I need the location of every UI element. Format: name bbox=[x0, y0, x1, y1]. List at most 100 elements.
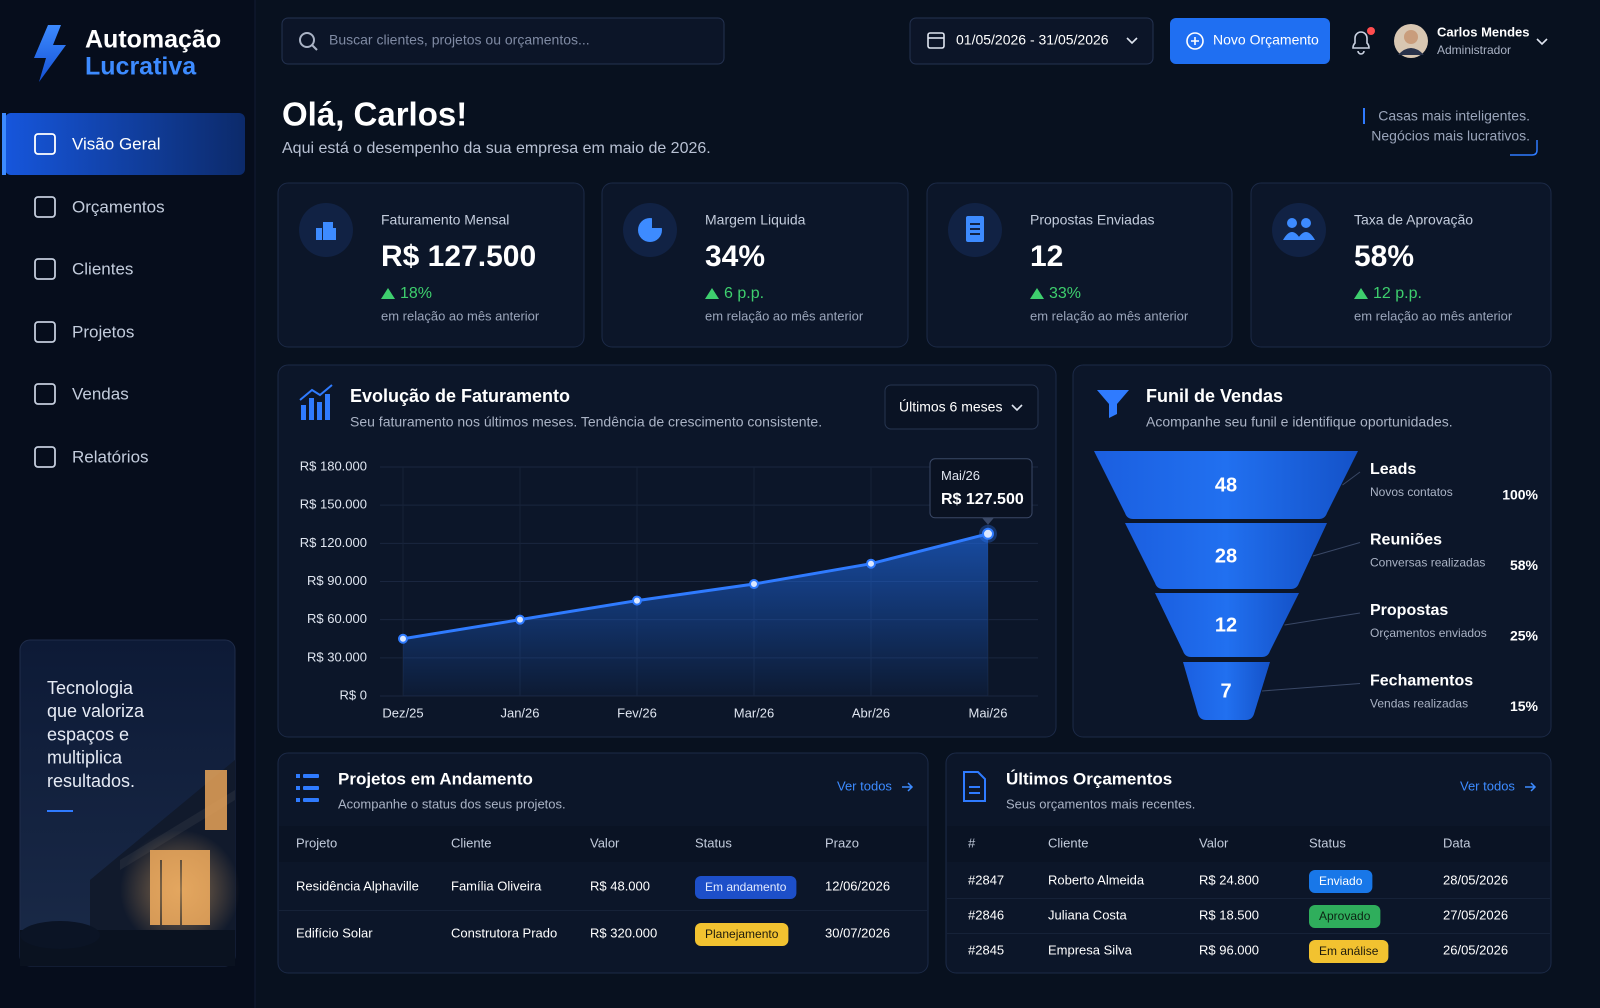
kpi-icon bbox=[1287, 218, 1297, 228]
x-tick-label: Mar/26 bbox=[734, 705, 774, 720]
kpi-note: em relação ao mês anterior bbox=[1030, 308, 1189, 323]
funnel-stage-description: Vendas realizadas bbox=[1370, 697, 1468, 711]
kpi-delta-arrow bbox=[1030, 288, 1044, 299]
kpi-card bbox=[277, 182, 585, 348]
kpi-note: em relação ao mês anterior bbox=[705, 308, 864, 323]
date-picker[interactable] bbox=[909, 17, 1154, 65]
point bbox=[749, 579, 759, 590]
avatar-body bbox=[1398, 48, 1424, 55]
table-cell: 28/05/2026 bbox=[1443, 872, 1508, 887]
status-label: Planejamento bbox=[705, 927, 779, 941]
point bbox=[632, 595, 642, 606]
nav-label: Vendas bbox=[72, 384, 129, 403]
table-cell: R$ 18.500 bbox=[1199, 907, 1259, 922]
funnel-stage-description: Conversas realizadas bbox=[1370, 556, 1485, 570]
kpi-value: R$ 127.500 bbox=[381, 240, 536, 273]
notification-dot bbox=[1367, 27, 1375, 35]
funnel-value: 7 bbox=[1220, 680, 1231, 702]
search-icon bbox=[311, 44, 318, 51]
table-cell: Construtora Prado bbox=[451, 925, 557, 940]
chevron bbox=[1011, 404, 1023, 412]
y-tick-label: R$ 150.000 bbox=[300, 497, 367, 512]
kpi-icon bbox=[330, 228, 336, 240]
tagline-accent bbox=[1510, 140, 1538, 156]
house-illustration bbox=[20, 760, 240, 966]
nav-icon bbox=[34, 446, 56, 468]
column-header: Data bbox=[1443, 835, 1471, 850]
x-tick-label: Mai/26 bbox=[968, 705, 1007, 720]
user-name: Carlos Mendes bbox=[1437, 24, 1529, 39]
doc-icon bbox=[963, 771, 986, 802]
kpi-delta-arrow bbox=[381, 288, 395, 299]
x-tick-label: Dez/25 bbox=[382, 705, 423, 720]
kpi-icon bbox=[323, 222, 333, 240]
chart-subtitle: Seu faturamento nos últimos meses. Tendê… bbox=[350, 414, 822, 430]
kpi-label: Faturamento Mensal bbox=[381, 212, 509, 228]
list-icon bbox=[296, 798, 300, 802]
table-subtitle: Seus orçamentos mais recentes. bbox=[1006, 796, 1195, 811]
funnel-stage-name: Fechamentos bbox=[1370, 673, 1473, 690]
y-tick-label: R$ 120.000 bbox=[300, 535, 367, 550]
bell-icon[interactable] bbox=[1352, 31, 1370, 55]
list-icon bbox=[296, 774, 300, 778]
list-icon bbox=[296, 786, 300, 790]
column-header: Status bbox=[1309, 835, 1346, 850]
table-cell: #2847 bbox=[968, 872, 1004, 887]
chevron bbox=[1126, 37, 1138, 45]
range-selector[interactable] bbox=[884, 384, 1039, 430]
link-arrow bbox=[902, 782, 914, 792]
plus-icon bbox=[1191, 37, 1199, 45]
table-cell: Residência Alphaville bbox=[296, 878, 419, 893]
calendar-icon bbox=[927, 32, 945, 49]
funnel-connector bbox=[1312, 542, 1361, 557]
column-header: # bbox=[968, 835, 976, 850]
plus-icon bbox=[1186, 32, 1204, 50]
quotes-card bbox=[945, 752, 1552, 974]
funnel-stage bbox=[1094, 451, 1358, 519]
funnel-connector bbox=[1284, 612, 1361, 626]
funnel-stage-share: 15% bbox=[1510, 698, 1539, 714]
kpi-delta: 12 p.p. bbox=[1373, 285, 1422, 302]
funnel-stage-name: Reuniões bbox=[1370, 532, 1442, 549]
greeting-title: Olá, Carlos! bbox=[282, 96, 467, 133]
new-quote-button[interactable] bbox=[1170, 18, 1330, 64]
funnel-title: Funil de Vendas bbox=[1146, 386, 1283, 406]
list-icon bbox=[303, 774, 319, 778]
view-all-link[interactable]: Ver todos bbox=[837, 778, 892, 793]
view-all-link[interactable]: Ver todos bbox=[1460, 778, 1515, 793]
column-header: Prazo bbox=[825, 835, 859, 850]
nav-icon bbox=[34, 258, 56, 280]
table-cell: #2846 bbox=[968, 907, 1004, 922]
promo-text: Tecnologia bbox=[47, 678, 134, 698]
tagline: Casas mais inteligentes. bbox=[1378, 108, 1530, 124]
chevron[interactable] bbox=[1536, 38, 1548, 46]
line bbox=[402, 532, 989, 641]
chart-title: Evolução de Faturamento bbox=[350, 386, 570, 406]
tooltip-pointer bbox=[982, 517, 994, 525]
kpi-card bbox=[926, 182, 1233, 348]
user-role: Administrador bbox=[1437, 43, 1511, 57]
greeting-subtitle: Aqui está o desempenho da sua empresa em… bbox=[282, 140, 711, 157]
nav-label: Visão Geral bbox=[72, 134, 161, 153]
x-tick-label: Jan/26 bbox=[500, 705, 539, 720]
status-badge bbox=[1309, 870, 1373, 893]
search-box[interactable] bbox=[281, 17, 725, 65]
tooltip-category: Mai/26 bbox=[941, 468, 980, 483]
table-cell: 26/05/2026 bbox=[1443, 942, 1508, 957]
kpi-delta-arrow bbox=[705, 288, 719, 299]
x-tick-label: Abr/26 bbox=[852, 705, 890, 720]
point bbox=[866, 558, 876, 569]
status-badge bbox=[1309, 940, 1389, 963]
table-cell: #2845 bbox=[968, 942, 1004, 957]
table-cell: Família Oliveira bbox=[451, 878, 542, 893]
search-icon bbox=[299, 32, 315, 48]
promo-text: espaços e bbox=[47, 724, 129, 744]
kpi-icon bbox=[1283, 232, 1301, 240]
table-title: Projetos em Andamento bbox=[338, 769, 533, 788]
status-badge bbox=[695, 923, 789, 946]
nav-label: Orçamentos bbox=[72, 197, 165, 216]
table-subtitle: Acompanhe o status dos seus projetos. bbox=[338, 796, 566, 811]
kpi-card bbox=[601, 182, 909, 348]
